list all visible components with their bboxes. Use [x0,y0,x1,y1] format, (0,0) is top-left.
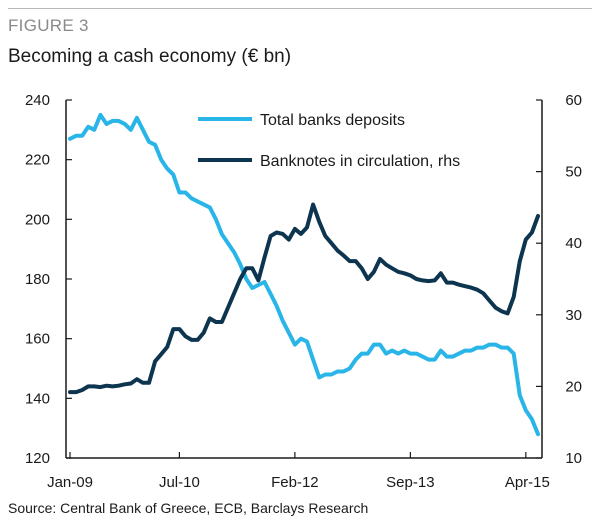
source-note: Source: Central Bank of Greece, ECB, Bar… [8,500,369,516]
x-tick-label: Feb-12 [271,474,319,491]
y-right-tick-label: 10 [565,450,582,467]
y-right-tick-label: 60 [565,92,582,109]
x-tick-label: Jan-09 [47,474,93,491]
y-right-tick-label: 40 [565,235,582,252]
legend: Total banks deposits Banknotes in circul… [198,112,460,170]
chart-title: Becoming a cash economy (€ bn) [8,46,292,67]
x-tick-label: Jul-10 [159,474,200,491]
y-left-tick-label: 160 [25,331,50,348]
y-right-ticks: 10 20 30 40 50 60 [536,92,582,467]
series-line-deposits [68,112,540,437]
y-left-tick-label: 180 [25,271,50,288]
figure-label: FIGURE 3 [8,16,89,35]
x-tick-label: Apr-15 [505,474,550,491]
x-ticks: Jan-09 Jul-10 Feb-12 Sep-13 Apr-15 [47,452,550,491]
top-rule [8,8,592,9]
legend-label-deposits: Total banks deposits [260,112,405,129]
y-left-tick-label: 220 [25,152,50,169]
y-right-tick-label: 20 [565,378,582,395]
y-right-tick-label: 30 [565,307,582,324]
y-right-tick-label: 50 [565,164,582,181]
y-left-tick-label: 120 [25,450,50,467]
x-tick-label: Sep-13 [386,474,434,491]
series-layer [68,112,540,437]
series-line-banknotes [68,202,540,395]
y-left-ticks: 120 140 160 180 200 220 240 [25,92,72,467]
y-left-tick-label: 200 [25,211,50,228]
y-left-tick-label: 240 [25,92,50,109]
y-left-tick-label: 140 [25,390,50,407]
legend-label-banknotes: Banknotes in circulation, rhs [260,153,460,170]
